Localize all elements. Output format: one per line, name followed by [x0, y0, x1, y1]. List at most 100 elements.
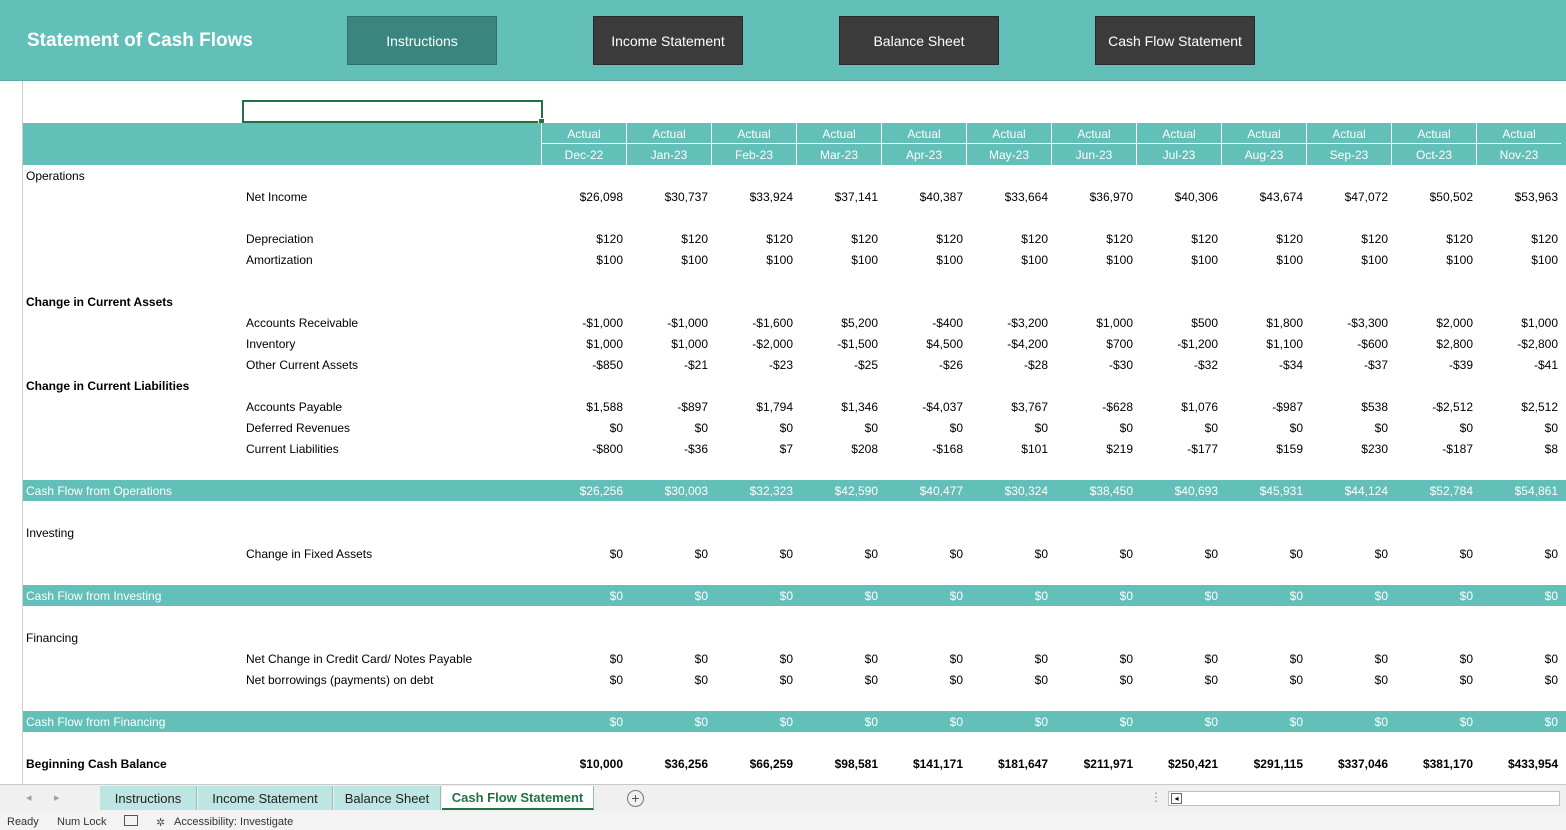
value-cell[interactable]: $0: [864, 421, 878, 435]
value-cell[interactable]: $0: [1119, 547, 1133, 561]
value-cell[interactable]: $0: [1034, 673, 1048, 687]
spacer-row[interactable]: [23, 690, 1566, 711]
value-cell[interactable]: $45,931: [1259, 484, 1303, 498]
value-cell[interactable]: $42,590: [834, 484, 878, 498]
table-row[interactable]: Deferred Revenues $0 $0 $0 $0 $0 $0 $0 $0 $0 $0 $0 $…: [23, 417, 1566, 438]
value-cell[interactable]: $98,581: [834, 757, 878, 771]
value-cell[interactable]: $53,963: [1514, 190, 1558, 204]
value-cell[interactable]: $433,954: [1507, 757, 1558, 771]
value-cell[interactable]: $120: [596, 232, 623, 246]
value-cell[interactable]: $66,259: [749, 757, 793, 771]
value-cell[interactable]: -$37: [1363, 358, 1388, 372]
total-row[interactable]: Cash Flow from Investing $0 $0 $0 $0 $0 $0 $0 $0…: [23, 585, 1566, 606]
table-row[interactable]: Accounts Receivable -$1,000 -$1,000 -$1,600…: [23, 312, 1566, 333]
value-cell[interactable]: $32,323: [749, 484, 793, 498]
value-cell[interactable]: $120: [681, 232, 708, 246]
value-cell[interactable]: $0: [1119, 715, 1133, 729]
value-cell[interactable]: $0: [1204, 589, 1218, 603]
value-cell[interactable]: $100: [936, 253, 963, 267]
value-cell[interactable]: -$23: [768, 358, 793, 372]
value-cell[interactable]: $26,256: [579, 484, 623, 498]
value-cell[interactable]: $2,800: [1436, 337, 1473, 351]
value-cell[interactable]: $100: [596, 253, 623, 267]
value-cell[interactable]: $0: [609, 652, 623, 666]
spacer-row[interactable]: [23, 270, 1566, 291]
instructions-button[interactable]: Instructions: [347, 16, 497, 65]
table-row[interactable]: Change in Current Assets: [23, 291, 1566, 312]
balance-sheet-button[interactable]: Balance Sheet: [839, 16, 999, 65]
value-cell[interactable]: $120: [1531, 232, 1558, 246]
value-cell[interactable]: $337,046: [1337, 757, 1388, 771]
value-cell[interactable]: $0: [1034, 547, 1048, 561]
value-cell[interactable]: $0: [1204, 715, 1218, 729]
value-cell[interactable]: $30,003: [664, 484, 708, 498]
value-cell[interactable]: $159: [1276, 442, 1303, 456]
value-cell[interactable]: $0: [1374, 421, 1388, 435]
value-cell[interactable]: -$41: [1533, 358, 1558, 372]
value-cell[interactable]: $211,971: [1083, 757, 1133, 771]
value-cell[interactable]: $0: [609, 673, 623, 687]
value-cell[interactable]: $0: [1544, 652, 1558, 666]
value-cell[interactable]: $38,450: [1089, 484, 1133, 498]
value-cell[interactable]: -$177: [1187, 442, 1218, 456]
value-cell[interactable]: $36,970: [1089, 190, 1133, 204]
spacer-row[interactable]: [23, 207, 1566, 228]
value-cell[interactable]: -$28: [1023, 358, 1048, 372]
value-cell[interactable]: $500: [1191, 316, 1218, 330]
selected-cell[interactable]: [242, 100, 545, 125]
value-cell[interactable]: $250,421: [1167, 757, 1218, 771]
value-cell[interactable]: -$34: [1278, 358, 1303, 372]
value-cell[interactable]: $1,076: [1181, 400, 1218, 414]
value-cell[interactable]: $100: [1446, 253, 1473, 267]
tab-scroll-left-icon[interactable]: ◂: [26, 792, 32, 804]
value-cell[interactable]: -$1,600: [752, 316, 793, 330]
table-row[interactable]: Current Liabilities -$800 -$36 $7 $208 -$168 $…: [23, 438, 1566, 459]
value-cell[interactable]: $0: [694, 547, 708, 561]
spacer-row[interactable]: [23, 606, 1566, 627]
value-cell[interactable]: $44,124: [1344, 484, 1388, 498]
value-cell[interactable]: -$897: [677, 400, 708, 414]
tab-cash-flow-statement[interactable]: Cash Flow Statement: [442, 786, 594, 810]
value-cell[interactable]: -$2,000: [752, 337, 793, 351]
value-cell[interactable]: $0: [864, 589, 878, 603]
value-cell[interactable]: -$987: [1272, 400, 1303, 414]
value-cell[interactable]: $291,115: [1253, 757, 1303, 771]
value-cell[interactable]: $33,924: [749, 190, 793, 204]
status-accessibility[interactable]: Accessibility: Investigate: [174, 816, 294, 828]
value-cell[interactable]: $36,256: [664, 757, 708, 771]
value-cell[interactable]: $40,693: [1174, 484, 1218, 498]
value-cell[interactable]: $0: [609, 421, 623, 435]
value-cell[interactable]: $10,000: [579, 757, 623, 771]
value-cell[interactable]: $120: [1446, 232, 1473, 246]
value-cell[interactable]: $1,800: [1266, 316, 1303, 330]
value-cell[interactable]: $1,000: [1521, 316, 1558, 330]
value-cell[interactable]: $0: [1459, 547, 1473, 561]
value-cell[interactable]: -$600: [1357, 337, 1388, 351]
value-cell[interactable]: $0: [1544, 547, 1558, 561]
value-cell[interactable]: -$1,200: [1177, 337, 1218, 351]
income-statement-button[interactable]: Income Statement: [593, 16, 743, 65]
value-cell[interactable]: $0: [1034, 421, 1048, 435]
value-cell[interactable]: $0: [1459, 652, 1473, 666]
table-row[interactable]: Change in Fixed Assets $0 $0 $0 $0 $0 $0 $0 $0 $0…: [23, 543, 1566, 564]
table-row[interactable]: Beginning Cash Balance $10,000 $36,256 $66,…: [23, 753, 1566, 774]
value-cell[interactable]: -$36: [683, 442, 708, 456]
value-cell[interactable]: $0: [779, 547, 793, 561]
value-cell[interactable]: $0: [864, 547, 878, 561]
value-cell[interactable]: -$187: [1442, 442, 1473, 456]
scroll-left-icon[interactable]: ◂: [1171, 793, 1182, 804]
value-cell[interactable]: $1,000: [1096, 316, 1133, 330]
value-cell[interactable]: $40,477: [919, 484, 963, 498]
horizontal-scrollbar[interactable]: ◂: [1168, 791, 1560, 806]
value-cell[interactable]: $0: [864, 652, 878, 666]
value-cell[interactable]: $33,664: [1004, 190, 1048, 204]
value-cell[interactable]: $0: [609, 547, 623, 561]
value-cell[interactable]: $219: [1106, 442, 1133, 456]
spacer-row[interactable]: [23, 459, 1566, 480]
value-cell[interactable]: -$628: [1102, 400, 1133, 414]
value-cell[interactable]: -$3,300: [1347, 316, 1388, 330]
spacer-row[interactable]: [23, 732, 1566, 753]
value-cell[interactable]: $3,767: [1011, 400, 1048, 414]
table-row[interactable]: Inventory $1,000 $1,000 -$2,000 -$1,500 $4,50…: [23, 333, 1566, 354]
value-cell[interactable]: -$4,037: [922, 400, 963, 414]
